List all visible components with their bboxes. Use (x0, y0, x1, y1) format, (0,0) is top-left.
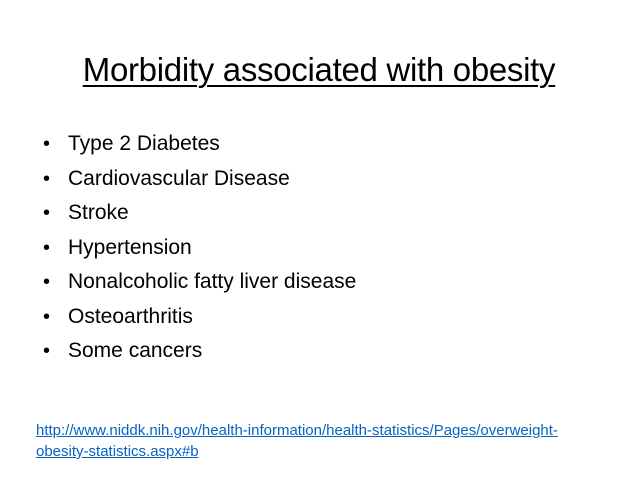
bullet-dot-icon: • (43, 305, 51, 328)
bullet-item-some-cancers: • Some cancers (40, 334, 356, 369)
bullet-text: Cardiovascular Disease (68, 166, 290, 190)
slide-title: Morbidity associated with obesity (82, 51, 556, 88)
bullet-item-hypertension: • Hypertension (40, 231, 356, 266)
bullet-dot-icon: • (43, 340, 51, 362)
bullet-item-type-2-diabetes: • Type 2 Diabetes (40, 127, 356, 162)
bullet-dot-icon: • (43, 271, 51, 293)
bullet-item-nafld: • Nonalcoholic fatty liver disease (40, 265, 356, 300)
source-link-line-2: obesity-statistics.aspx#b (36, 443, 199, 460)
bullet-text: Some cancers (68, 339, 203, 362)
bullet-dot-icon: • (43, 167, 51, 190)
bullet-dot-icon: • (43, 202, 51, 224)
bullet-item-stroke: • Stroke (40, 196, 356, 231)
bullet-text: Nonalcoholic fatty liver disease (68, 270, 357, 293)
bullet-item-osteoarthritis: • Osteoarthritis (40, 300, 356, 335)
bullet-text: Hypertension (68, 235, 192, 259)
bullet-item-cardiovascular-disease: • Cardiovascular Disease (40, 162, 356, 197)
bullet-text: Type 2 Diabetes (68, 132, 220, 155)
bullet-text: Osteoarthritis (68, 304, 193, 328)
source-link-line-1: http://www.niddk.nih.gov/health-informat… (36, 422, 558, 439)
bullet-list: • Type 2 Diabetes • Cardiovascular Disea… (40, 127, 356, 369)
bullet-text: Stroke (68, 201, 129, 224)
bullet-dot-icon: • (43, 133, 51, 155)
source-link[interactable]: http://www.niddk.nih.gov/health-informat… (36, 420, 596, 462)
bullet-dot-icon: • (43, 236, 51, 259)
